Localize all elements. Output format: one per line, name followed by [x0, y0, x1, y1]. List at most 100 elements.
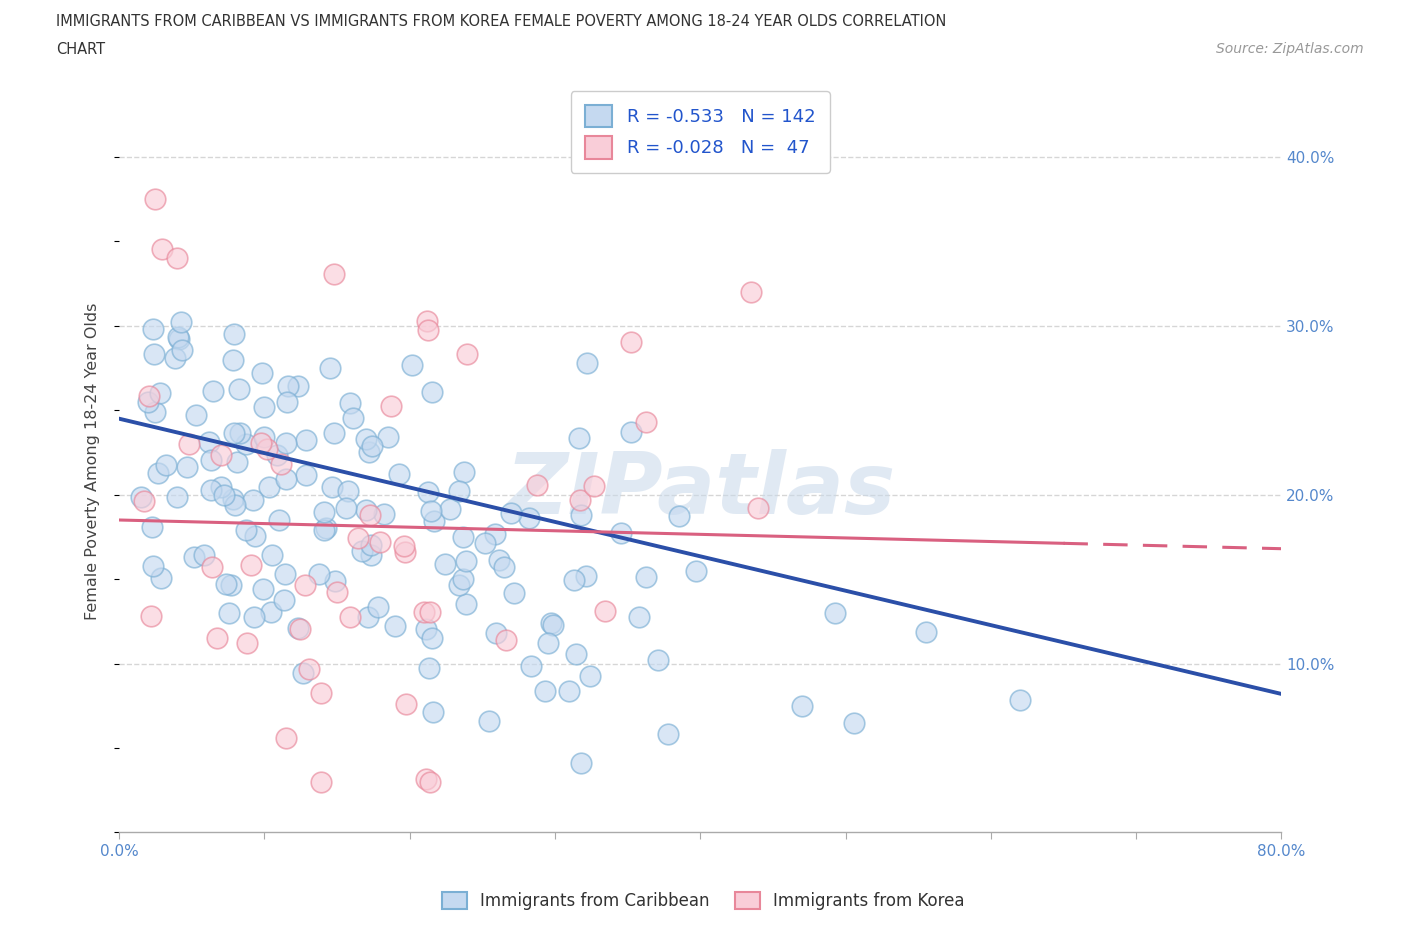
Point — [634, 569, 657, 584]
Point — [294, 578, 316, 592]
Point — [274, 731, 297, 746]
Point — [520, 658, 543, 673]
Point — [253, 400, 276, 415]
Point — [360, 548, 382, 563]
Text: Source: ZipAtlas.com: Source: ZipAtlas.com — [1216, 42, 1364, 56]
Point — [347, 530, 370, 545]
Point — [568, 493, 591, 508]
Point — [628, 610, 651, 625]
Point — [609, 525, 631, 540]
Point — [419, 604, 441, 619]
Point — [373, 507, 395, 522]
Point — [274, 435, 297, 450]
Point — [447, 484, 470, 498]
Point — [269, 512, 291, 527]
Point — [242, 493, 264, 508]
Point — [176, 460, 198, 475]
Point — [413, 604, 436, 619]
Point — [558, 684, 581, 698]
Legend: Immigrants from Caribbean, Immigrants from Korea: Immigrants from Caribbean, Immigrants fr… — [434, 885, 972, 917]
Text: ZIPatlas: ZIPatlas — [505, 449, 896, 532]
Point — [620, 424, 643, 439]
Point — [169, 314, 191, 329]
Point — [277, 379, 299, 393]
Point — [183, 550, 205, 565]
Point — [565, 646, 588, 661]
Point — [453, 571, 475, 586]
Point — [224, 498, 246, 513]
Point — [415, 772, 437, 787]
Point — [337, 484, 360, 498]
Point — [392, 538, 415, 553]
Point — [434, 556, 457, 571]
Legend: R = -0.533   N = 142, R = -0.028   N =  47: R = -0.533 N = 142, R = -0.028 N = 47 — [571, 91, 830, 173]
Point — [326, 585, 349, 600]
Point — [790, 698, 813, 713]
Point — [323, 266, 346, 281]
Point — [370, 535, 392, 550]
Point — [478, 714, 501, 729]
Point — [149, 385, 172, 400]
Point — [274, 566, 297, 581]
Point — [647, 653, 669, 668]
Point — [253, 429, 276, 444]
Point — [287, 620, 309, 635]
Point — [456, 346, 478, 361]
Point — [193, 548, 215, 563]
Point — [420, 503, 443, 518]
Point — [357, 445, 380, 459]
Point — [141, 520, 163, 535]
Point — [747, 500, 769, 515]
Point — [354, 432, 377, 446]
Point — [243, 528, 266, 543]
Point — [214, 487, 236, 502]
Point — [257, 480, 280, 495]
Point — [201, 560, 224, 575]
Point — [321, 480, 343, 495]
Point — [568, 431, 591, 445]
Point — [454, 596, 477, 611]
Point — [543, 618, 565, 632]
Point — [354, 503, 377, 518]
Point — [593, 604, 616, 618]
Point — [361, 438, 384, 453]
Point — [214, 577, 236, 591]
Point — [488, 552, 510, 567]
Point — [170, 343, 193, 358]
Point — [569, 756, 592, 771]
Point — [287, 379, 309, 393]
Point — [205, 631, 228, 646]
Point — [416, 314, 439, 329]
Point — [179, 436, 201, 451]
Point — [540, 616, 562, 631]
Point — [319, 361, 342, 376]
Point — [422, 385, 444, 400]
Point — [198, 434, 221, 449]
Point — [484, 527, 506, 542]
Point — [503, 586, 526, 601]
Point — [200, 483, 222, 498]
Point — [155, 458, 177, 472]
Point — [575, 355, 598, 370]
Point — [221, 492, 243, 507]
Point — [418, 485, 440, 499]
Point — [136, 395, 159, 410]
Point — [228, 381, 250, 396]
Point — [582, 479, 605, 494]
Point — [537, 635, 560, 650]
Point — [143, 405, 166, 419]
Point — [166, 329, 188, 344]
Point — [575, 569, 598, 584]
Point — [143, 346, 166, 361]
Point — [236, 635, 259, 650]
Point — [294, 467, 316, 482]
Point — [844, 716, 866, 731]
Point — [256, 442, 278, 457]
Point — [499, 505, 522, 520]
Point — [569, 508, 592, 523]
Point — [357, 609, 380, 624]
Point — [145, 192, 167, 206]
Point — [314, 505, 336, 520]
Point — [209, 479, 232, 494]
Point — [273, 592, 295, 607]
